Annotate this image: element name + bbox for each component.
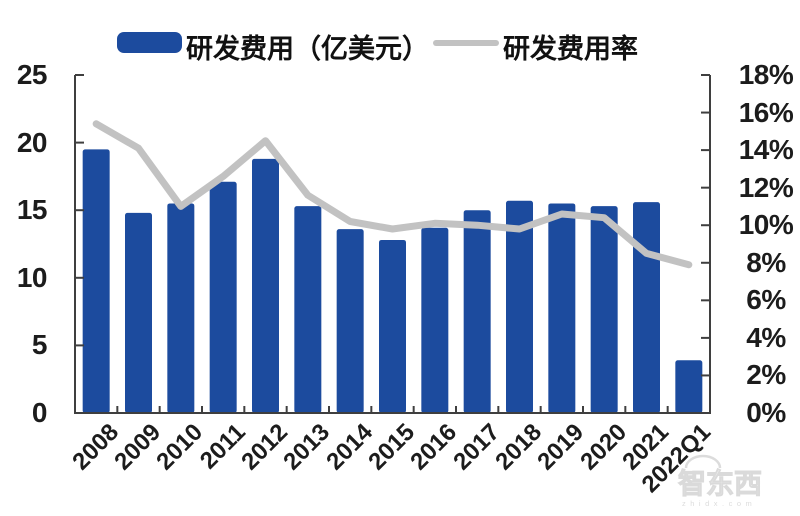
bar-2019 (548, 203, 576, 413)
bar-2013 (294, 206, 322, 413)
right-axis-label-2%: 2% (746, 359, 786, 391)
right-axis-label-16%: 16% (738, 96, 794, 128)
right-axis-label-18%: 18% (738, 59, 794, 90)
watermark-logo-text: 智东西 (678, 467, 762, 500)
bar-2009 (125, 212, 152, 413)
left-axis-label-20: 20 (16, 126, 48, 158)
rd-expense-rate-line (92, 120, 693, 269)
left-axis-label-25: 25 (16, 59, 48, 90)
bar-2022Q1 (675, 360, 703, 413)
left-axis-label-0: 0 (31, 397, 48, 428)
bar-2020 (590, 206, 618, 413)
left-axis-label-15: 15 (16, 194, 48, 226)
bar-2016 (421, 227, 449, 413)
right-axis-label-4%: 4% (746, 321, 786, 353)
left-axis-label-10: 10 (16, 261, 48, 293)
watermark-logo: 智东西 zhidx.com (678, 454, 763, 508)
right-axis-label-0%: 0% (746, 397, 786, 428)
bar-2012 (252, 158, 279, 413)
legend-line-swatch (433, 40, 499, 46)
left-axis-label-5: 5 (31, 329, 48, 361)
bar-2014 (336, 229, 364, 413)
legend-line-label: 研发费用率 (503, 34, 638, 65)
watermark-url: zhidx.com (682, 499, 756, 508)
legend-bar-swatch (117, 32, 182, 53)
bar-2017 (463, 210, 491, 413)
bar-2010 (167, 203, 195, 413)
bar-2011 (209, 181, 237, 413)
right-axis-label-10%: 10% (738, 209, 794, 241)
bar-2008 (82, 149, 110, 414)
right-axis-label-12%: 12% (738, 171, 794, 203)
right-axis-label-6%: 6% (746, 284, 786, 316)
bar-2021 (633, 202, 660, 413)
right-axis-label-8%: 8% (746, 246, 786, 278)
bar-2018 (506, 200, 533, 413)
watermark-arc-icon (684, 454, 722, 469)
bar-2015 (379, 239, 406, 413)
legend-bar-label: 研发费用（亿美元） (186, 34, 429, 65)
right-axis-label-14%: 14% (738, 134, 794, 166)
